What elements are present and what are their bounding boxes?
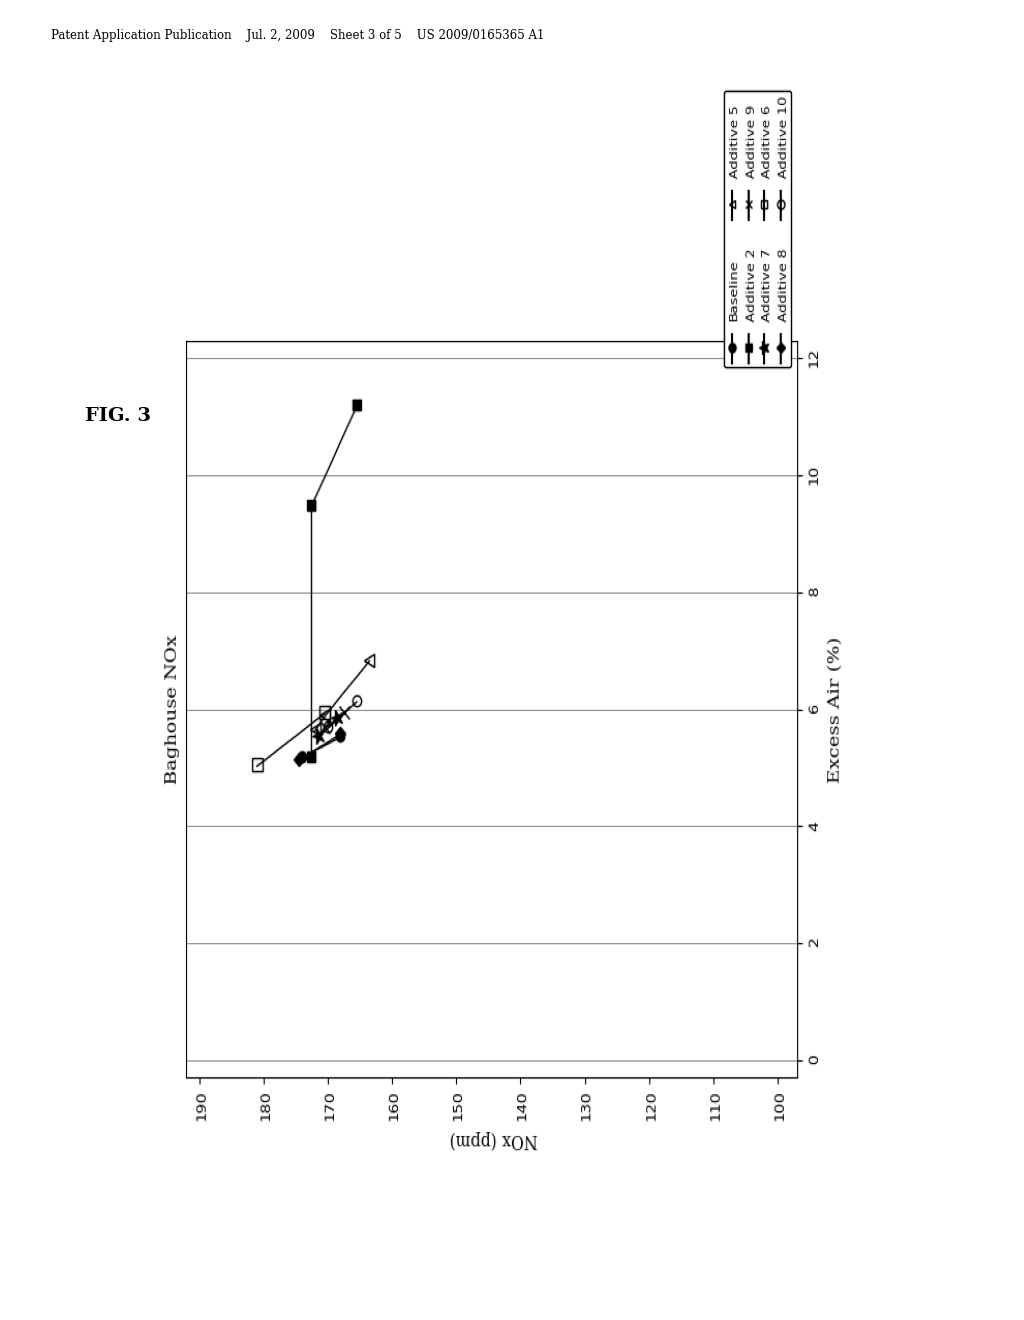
Text: Patent Application Publication    Jul. 2, 2009    Sheet 3 of 5    US 2009/016536: Patent Application Publication Jul. 2, 2… <box>51 29 545 42</box>
Text: FIG. 3: FIG. 3 <box>85 407 151 425</box>
